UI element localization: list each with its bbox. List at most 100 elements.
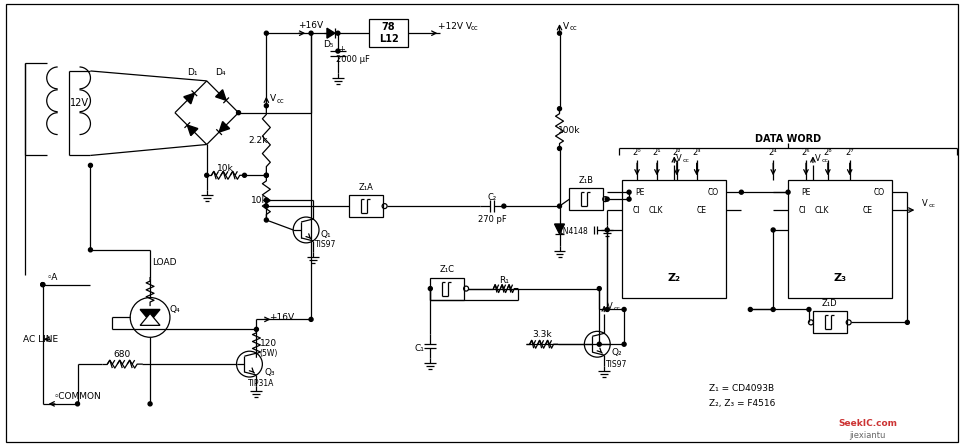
Text: C̄E: C̄E	[863, 206, 872, 215]
Circle shape	[771, 307, 775, 311]
Text: Q₁: Q₁	[321, 231, 332, 240]
Circle shape	[628, 190, 631, 194]
Text: cc: cc	[470, 25, 478, 31]
Circle shape	[264, 204, 268, 208]
Text: PE: PE	[635, 188, 645, 197]
Text: cc: cc	[928, 202, 936, 207]
Text: Q₄: Q₄	[170, 305, 180, 314]
Text: Z₁C: Z₁C	[440, 265, 455, 274]
Text: LOAD: LOAD	[151, 258, 176, 267]
Polygon shape	[184, 93, 195, 104]
Text: 10k: 10k	[251, 196, 268, 205]
Circle shape	[557, 204, 561, 208]
Circle shape	[598, 342, 602, 346]
Text: V: V	[270, 94, 277, 103]
Circle shape	[557, 31, 561, 35]
Circle shape	[40, 283, 44, 287]
Text: V: V	[607, 302, 613, 311]
Text: Z₁ = CD4093B: Z₁ = CD4093B	[709, 384, 774, 393]
Circle shape	[236, 111, 240, 115]
Circle shape	[40, 283, 44, 287]
Circle shape	[75, 402, 79, 406]
Bar	[622, 180, 727, 297]
Text: CLK: CLK	[649, 206, 663, 215]
Text: SeekIC.com: SeekIC.com	[838, 419, 897, 428]
Bar	[430, 278, 464, 300]
Text: R₁: R₁	[499, 276, 509, 285]
Polygon shape	[140, 310, 160, 322]
Circle shape	[264, 218, 268, 222]
Polygon shape	[327, 28, 335, 38]
Bar	[368, 19, 409, 47]
Polygon shape	[219, 122, 229, 132]
Text: V: V	[923, 198, 928, 208]
Text: C̄O: C̄O	[708, 188, 719, 197]
Text: cc: cc	[683, 158, 689, 163]
Text: C̄E: C̄E	[697, 206, 707, 215]
Circle shape	[204, 173, 209, 178]
Polygon shape	[216, 90, 227, 100]
Bar	[570, 188, 603, 210]
Circle shape	[309, 318, 313, 322]
Circle shape	[254, 327, 258, 331]
Text: V: V	[677, 154, 683, 163]
Circle shape	[309, 31, 313, 35]
Circle shape	[557, 107, 561, 111]
Text: 2000 μF: 2000 μF	[335, 54, 370, 63]
Circle shape	[335, 49, 340, 53]
Text: (5W): (5W)	[259, 349, 278, 358]
Circle shape	[502, 204, 506, 208]
Text: +16V: +16V	[299, 21, 324, 30]
Text: CLK: CLK	[815, 206, 829, 215]
Text: V: V	[815, 154, 820, 163]
Text: Z₁A: Z₁A	[359, 183, 373, 192]
Text: C̄I: C̄I	[798, 206, 806, 215]
Text: 2¹: 2¹	[653, 148, 661, 157]
Text: cc: cc	[821, 158, 828, 163]
Text: Q₃: Q₃	[264, 368, 275, 376]
Polygon shape	[140, 314, 160, 326]
Text: 270 pF: 270 pF	[477, 215, 506, 223]
Text: ◦COMMON: ◦COMMON	[54, 392, 101, 401]
Text: cc: cc	[570, 25, 577, 31]
Circle shape	[264, 173, 268, 178]
Circle shape	[748, 307, 752, 311]
Text: 1N4148: 1N4148	[558, 227, 588, 236]
Text: 3.3k: 3.3k	[532, 330, 551, 339]
Text: V: V	[563, 22, 570, 31]
Circle shape	[605, 228, 609, 232]
Circle shape	[605, 197, 609, 201]
Circle shape	[264, 31, 268, 35]
Text: C̄O: C̄O	[874, 188, 885, 197]
Circle shape	[628, 197, 631, 201]
Text: 10k: 10k	[217, 164, 234, 173]
Circle shape	[264, 104, 268, 108]
Text: C₁: C₁	[415, 344, 424, 353]
Polygon shape	[554, 224, 565, 234]
Text: 2³: 2³	[692, 148, 701, 157]
Text: 120: 120	[259, 339, 277, 348]
Text: Z₂: Z₂	[668, 273, 681, 283]
Text: C₂: C₂	[488, 193, 496, 202]
Text: 2²: 2²	[673, 148, 681, 157]
Circle shape	[598, 287, 602, 291]
Circle shape	[89, 248, 93, 252]
Text: 2⁴: 2⁴	[769, 148, 778, 157]
Text: TIS97: TIS97	[606, 359, 628, 368]
Text: Q₂: Q₂	[612, 348, 623, 357]
Circle shape	[148, 402, 152, 406]
Text: cc: cc	[614, 306, 621, 311]
Text: PE: PE	[801, 188, 811, 197]
Text: 680: 680	[114, 350, 131, 359]
Text: D₁: D₁	[188, 68, 198, 78]
Bar	[813, 311, 846, 333]
Circle shape	[264, 173, 268, 178]
Circle shape	[771, 228, 775, 232]
Text: +: +	[338, 45, 345, 54]
Text: Z₁D: Z₁D	[822, 299, 838, 308]
Circle shape	[264, 198, 268, 202]
Text: D₄: D₄	[215, 68, 226, 78]
Circle shape	[89, 163, 93, 167]
Text: C̄I: C̄I	[632, 206, 640, 215]
Text: +16V: +16V	[269, 313, 294, 322]
